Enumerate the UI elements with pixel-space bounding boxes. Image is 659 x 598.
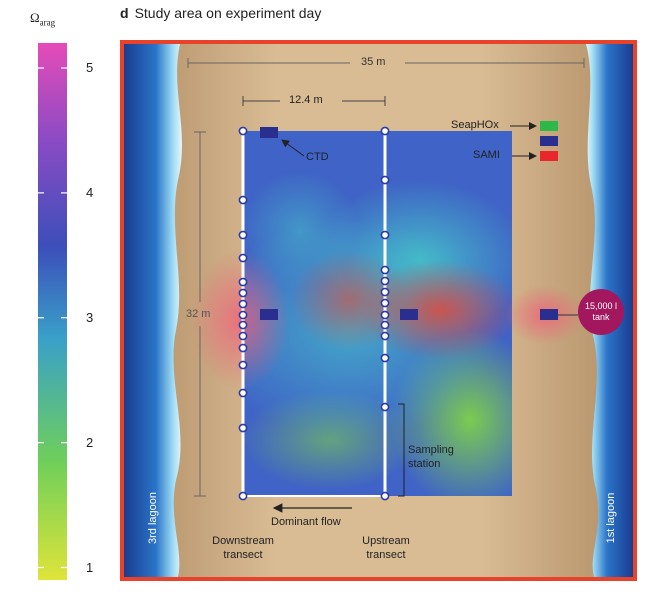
station-marker	[238, 423, 248, 433]
station-marker	[380, 320, 390, 330]
station-marker	[380, 353, 390, 363]
station-marker	[238, 331, 248, 341]
station-marker	[238, 360, 248, 370]
right-lagoon-label: 1st lagoon	[605, 492, 617, 544]
left-lagoon-label: 3rd lagoon	[147, 492, 159, 544]
ctd-arrow	[281, 139, 305, 157]
colorbar-tick-label: 3	[86, 309, 94, 325]
station-marker	[380, 298, 390, 308]
station-marker	[238, 288, 248, 298]
width-label: 35 m	[361, 56, 386, 68]
station-marker	[238, 388, 248, 398]
colorbar-tick-label: 4	[86, 184, 94, 200]
colorbar-ticks	[38, 67, 67, 569]
station-marker	[238, 320, 248, 330]
sensor-upstream	[400, 309, 418, 320]
length-label: 32 m	[186, 308, 211, 320]
station-marker	[380, 402, 390, 412]
spacing-label: 12.4 m	[289, 94, 323, 106]
dominant-flow-label: Dominant flow	[271, 516, 341, 528]
ctd-label: CTD	[306, 151, 329, 163]
station-marker	[238, 195, 248, 205]
downstream-label: Downstream transect	[212, 535, 274, 561]
colorbar-tick-label: 1	[86, 559, 94, 575]
ctd-instrument	[260, 127, 278, 138]
station-marker	[238, 491, 248, 501]
tank-label: 15,000 l tank	[578, 289, 624, 335]
station-marker	[380, 276, 390, 286]
colorbar-tick-label: 2	[86, 434, 94, 450]
seaphox-swatch	[540, 121, 558, 131]
spacing-dimension	[242, 96, 386, 106]
station-marker	[238, 126, 248, 136]
station-marker	[380, 310, 390, 320]
station-marker	[238, 343, 248, 353]
sampling-stations	[238, 126, 390, 501]
station-marker	[238, 277, 248, 287]
station-marker	[380, 287, 390, 297]
colorbar	[38, 43, 67, 580]
seaphox-label: SeapHOx	[451, 119, 499, 131]
station-marker	[380, 265, 390, 275]
sensor-tank	[540, 309, 558, 320]
station-marker	[238, 253, 248, 263]
length-dimension	[194, 131, 206, 497]
sami-label: SAMI	[473, 149, 500, 161]
station-marker	[238, 310, 248, 320]
panel-title: d Study area on experiment day	[120, 5, 322, 21]
plume-left-halo	[190, 250, 290, 390]
colorbar-tick-label: 5	[86, 59, 94, 75]
left-lagoon-water	[124, 44, 182, 577]
station-marker	[380, 126, 390, 136]
sampling-station-label: Sampling station	[408, 444, 454, 470]
sensor-downstream	[260, 309, 278, 320]
colorbar-title: Ωarag	[30, 10, 56, 28]
station-marker	[380, 230, 390, 240]
upstream-label: Upstream transect	[362, 535, 410, 561]
station-marker	[380, 491, 390, 501]
station-marker	[380, 175, 390, 185]
width-dimension	[187, 58, 585, 68]
station-marker	[238, 299, 248, 309]
station-marker	[238, 230, 248, 240]
sami-swatch	[540, 151, 558, 161]
ctd-swatch	[540, 136, 558, 146]
sampling-station-bracket	[398, 403, 405, 497]
station-marker	[380, 331, 390, 341]
